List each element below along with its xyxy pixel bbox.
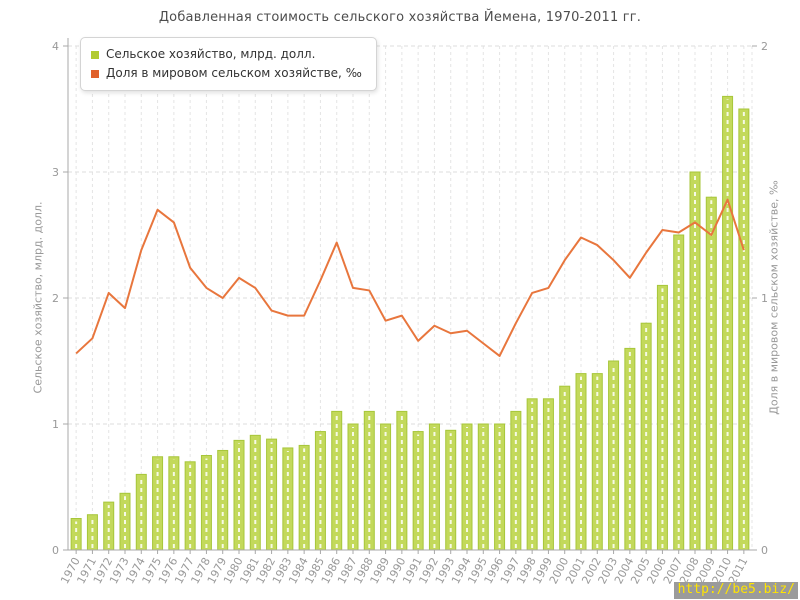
chart-title: Добавленная стоимость сельского хозяйств… (158, 10, 642, 25)
bar-1982[interactable] (266, 438, 278, 551)
legend-item-agriculture[interactable]: Сельское хозяйство, млрд. долл. (91, 45, 362, 64)
left-tick-label: 0 (52, 544, 59, 557)
legend-item-world-share[interactable]: Доля в мировом сельском хозяйстве, ‰ (91, 64, 362, 83)
watermark-link[interactable]: http://be5.biz/ (673, 582, 798, 599)
share-line[interactable] (75, 198, 745, 357)
bar-series-swatch-icon (91, 50, 99, 59)
legend: Сельское хозяйство, млрд. долл. Доля в м… (80, 37, 377, 91)
right-tick-label: 1 (761, 292, 768, 305)
bar-1981[interactable] (249, 434, 261, 551)
right-tick-label: 0 (761, 544, 768, 557)
right-tick-label: 2 (761, 40, 768, 53)
bar-1972[interactable] (103, 501, 115, 551)
bar-1978[interactable] (200, 455, 212, 551)
left-tick-label: 2 (52, 292, 59, 305)
line-series-swatch-icon (91, 69, 99, 78)
legend-label-world-share: Доля в мировом сельском хозяйстве, ‰ (106, 66, 362, 80)
left-tick-label: 3 (52, 166, 59, 179)
left-tick-label: 1 (52, 418, 59, 431)
legend-label-agriculture: Сельское хозяйство, млрд. долл. (106, 47, 316, 61)
left-tick-label: 4 (52, 40, 59, 53)
